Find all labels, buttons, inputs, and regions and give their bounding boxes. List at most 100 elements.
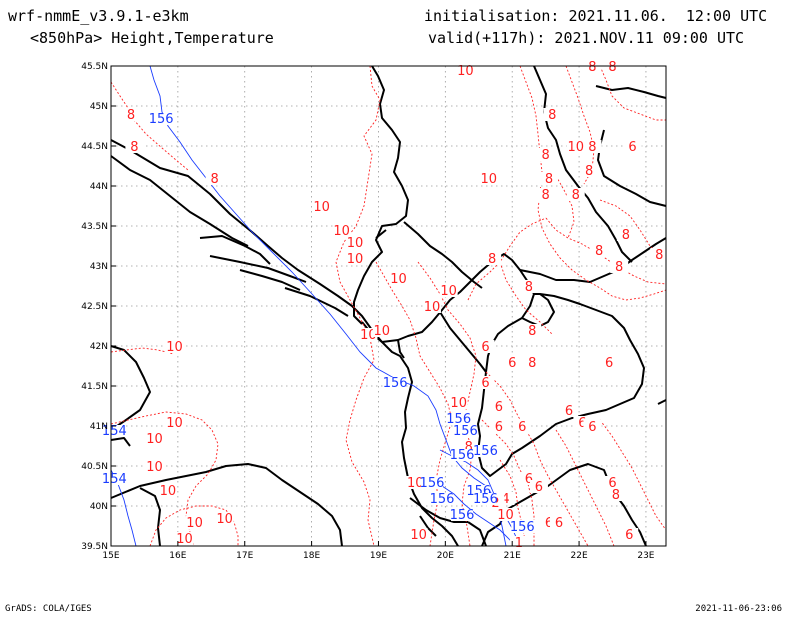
temperature-contour-label: 8 (595, 244, 603, 259)
height-contour-label: 156 (430, 492, 455, 507)
temperature-contour-label: 10 (347, 252, 364, 267)
temperature-label-bg (346, 236, 365, 249)
temperature-label-bg (583, 140, 602, 153)
temperature-contour-label: 10 (360, 328, 377, 343)
temperature-label-bg (372, 324, 391, 337)
lon-tick-label: 17E (236, 551, 253, 561)
temperature-label-bg (175, 532, 194, 545)
height-label-bg (103, 425, 126, 437)
temperature-contour-label: 10 (166, 416, 183, 431)
height-label-bg (150, 113, 173, 125)
temperature-contour-label: 8 (588, 140, 596, 155)
temperature-contour-label: 8 (548, 108, 556, 123)
temperature-contour-label: 10 (440, 284, 457, 299)
init-time: initialisation: 2021.11.06. 12:00 UTC (424, 7, 768, 25)
temperature-contour-label: 8 (130, 140, 138, 155)
temperature-contour-label: 8 (541, 188, 549, 203)
temperature-contour-label: 10 (186, 516, 203, 531)
temperature-label-bg (125, 140, 144, 153)
temperature-contour-label: 10 (567, 140, 584, 155)
temperature-contour-label: 10 (374, 324, 391, 339)
temperature-label-bg (536, 148, 555, 161)
temperature-label-bg (550, 516, 569, 529)
temperature-contour-label: 10 (407, 476, 424, 491)
lat-tick-label: 39.5N (81, 542, 108, 552)
temperature-contour-label: 10 (424, 300, 441, 315)
temperature-contour-label: 10 (313, 200, 330, 215)
field-title: <850hPa> Height,Temperature (30, 29, 274, 47)
temperature-contour-label: 10 (216, 512, 233, 527)
height-contour-label: 156 (446, 412, 471, 427)
height-contour-label: 154 (102, 472, 127, 487)
height-label-bg (474, 493, 497, 505)
temperature-contour-label: 8 (572, 188, 580, 203)
height-label-bg (384, 377, 407, 389)
temperature-label-bg (623, 140, 642, 153)
lon-tick-label: 21E (504, 551, 521, 561)
temperature-contour-label: 6 (625, 528, 633, 543)
temperature-contour-label: 8 (528, 324, 536, 339)
temperature-contour-label: 8 (585, 164, 593, 179)
temperature-contour-label: 10 (146, 460, 163, 475)
temperature-label-bg (566, 140, 585, 153)
temperature-label-bg (560, 404, 579, 417)
height-contour-label: 156 (473, 444, 498, 459)
temperature-contour-label: 10 (457, 64, 474, 79)
lat-tick-label: 44.5N (81, 142, 108, 152)
temperature-label-bg (539, 172, 558, 185)
height-contour-label: 156 (473, 492, 498, 507)
temperature-label-bg (332, 224, 351, 237)
temperature-contour-label: 8 (612, 488, 620, 503)
temperature-label-bg (165, 340, 184, 353)
lat-tick-label: 40.5N (81, 462, 108, 472)
temperature-label-bg (122, 108, 141, 121)
lat-tick-label: 41N (90, 422, 108, 432)
valid-time: valid(+117h): 2021.NOV.11 09:00 UTC (428, 29, 745, 47)
height-label-bg (474, 445, 497, 457)
temperature-label-bg (476, 340, 495, 353)
lat-tick-label: 40N (90, 502, 108, 512)
lon-tick-label: 22E (571, 551, 588, 561)
temperature-label-bg (590, 244, 609, 257)
temperature-contour-label: 10 (497, 508, 514, 523)
temperature-contour-label: 10 (450, 396, 467, 411)
temperature-contour-label: 6 (481, 340, 489, 355)
temperature-label-bg (496, 508, 515, 521)
temperature-label-bg (145, 460, 164, 473)
temperature-contour-label: 6 (481, 376, 489, 391)
temperature-contour-label: 6 (535, 480, 543, 495)
temperature-label-bg (489, 400, 508, 413)
temperature-label-bg (610, 260, 629, 273)
height-label-bg (447, 413, 470, 425)
lon-tick-label: 16E (169, 551, 186, 561)
height-label-bg (420, 477, 443, 489)
lat-tick-label: 41.5N (81, 382, 108, 392)
temperature-label-bg (312, 200, 331, 213)
temperature-contour-label: 10 (166, 340, 183, 355)
temperature-contour-label: 8 (528, 356, 536, 371)
temperature-contour-label: 10 (390, 272, 407, 287)
temperature-contour-label: 6 (555, 516, 563, 531)
lon-tick-label: 19E (370, 551, 387, 561)
temperature-contour-label: 8 (615, 260, 623, 275)
temperature-label-bg (346, 252, 365, 265)
temperature-label-bg (606, 488, 625, 501)
height-label-bg (430, 493, 453, 505)
temperature-label-bg (422, 300, 441, 313)
temperature-label-bg (456, 64, 475, 77)
temperature-label-bg (389, 272, 408, 285)
temperature-contour-label: 1 (515, 536, 523, 551)
temperature-contour-label: 8 (541, 148, 549, 163)
temperature-label-bg (483, 252, 502, 265)
temperature-label-bg (489, 420, 508, 433)
temperature-label-bg (543, 108, 562, 121)
temperature-label-bg (620, 528, 639, 541)
temperature-label-bg (650, 248, 669, 261)
temperature-label-bg (583, 420, 602, 433)
temperature-contour-label: 6 (508, 356, 516, 371)
temperature-contour-label: 6 (495, 400, 503, 415)
temperature-contour-label: 10 (481, 172, 498, 187)
temperature-label-bg (529, 480, 548, 493)
temperature-label-bg (145, 432, 164, 445)
temperature-label-bg (158, 484, 177, 497)
